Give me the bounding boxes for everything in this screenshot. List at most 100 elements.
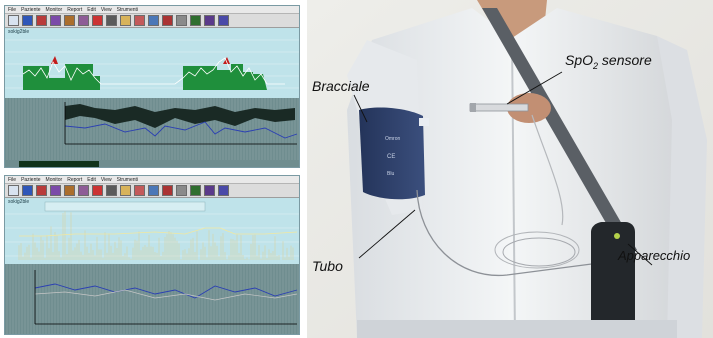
toolbar-button[interactable] [8, 15, 19, 26]
toolbar-button[interactable] [78, 15, 89, 26]
pulse-band [65, 104, 295, 128]
menu-item[interactable]: View [100, 176, 112, 183]
menu-item[interactable]: Report [67, 6, 83, 13]
toolbar-button[interactable] [176, 15, 187, 26]
label-tube: Tubo [312, 258, 343, 274]
data-header-table [44, 201, 206, 212]
spo2-trend-plot: sokig2ble [5, 198, 299, 264]
patient-illustration: Omron CE Blu [307, 0, 713, 338]
monitor-window-bottom: File Paziente Monitor Report Edit View Strumen… [4, 175, 300, 335]
toolbar-button[interactable] [162, 15, 173, 26]
label-cuff: Bracciale [312, 78, 370, 94]
leader-line-sensor [506, 71, 563, 105]
shirt-placket [511, 39, 516, 338]
plot-label: sokig2ble [8, 199, 30, 205]
sensor-cable [531, 114, 564, 226]
toolbar-button[interactable] [120, 185, 131, 196]
toolbar-button[interactable] [50, 15, 61, 26]
toolbar-button[interactable] [8, 185, 19, 196]
sensor-tip [470, 103, 476, 112]
pants [357, 320, 677, 338]
leader-line-tube [358, 209, 416, 259]
toolbar-button[interactable] [36, 15, 47, 26]
toolbar-button[interactable] [204, 15, 215, 26]
toolbar-button[interactable] [92, 185, 103, 196]
alarm-marker [51, 56, 58, 64]
toolbar-button[interactable] [218, 185, 229, 196]
spo2-trend-graph [5, 39, 299, 90]
spo2-trend-graph [5, 201, 299, 260]
toolbar-button[interactable] [134, 185, 145, 196]
toolbar-button[interactable] [148, 185, 159, 196]
menu-item[interactable]: Edit [87, 6, 96, 13]
toolbar-button[interactable] [176, 185, 187, 196]
event-block [253, 74, 267, 90]
toolbar-button[interactable] [22, 15, 33, 26]
cuff-text: Blu [387, 171, 394, 177]
device-led [614, 233, 620, 239]
pulse-trend-plot [5, 98, 299, 167]
cable-coil [494, 231, 580, 269]
menu-item[interactable]: Paziente [21, 176, 41, 183]
toolbar-button[interactable] [190, 15, 201, 26]
event-block [23, 64, 100, 90]
menu-bar: File Paziente Monitor Report Edit View Strumen… [5, 176, 299, 184]
toolbar-button[interactable] [64, 185, 75, 196]
toolbar-button[interactable] [50, 185, 61, 196]
shirt-sleeve-right [657, 36, 707, 338]
pulse-trend-graph [6, 264, 299, 334]
toolbar-button[interactable] [64, 15, 75, 26]
label-spo2-sensor: SpO2 sensore [565, 52, 652, 71]
toolbar-button[interactable] [106, 185, 117, 196]
blood-pressure-cuff [359, 107, 425, 200]
label-sensor-text: sensore [598, 52, 652, 68]
recorder-device [591, 222, 635, 320]
menu-item[interactable]: Paziente [21, 6, 41, 13]
toolbar [5, 184, 299, 198]
label-device: Apparecchio [618, 248, 691, 263]
menu-item[interactable]: Edit [87, 176, 96, 183]
toolbar [5, 14, 299, 28]
event-block [183, 64, 253, 90]
menu-item[interactable]: Monitor [45, 6, 63, 13]
pulse-trend-graph [6, 98, 299, 167]
monitor-window-top: File Paziente Monitor Report Edit View Strumen… [4, 5, 300, 168]
menu-bar: File Paziente Monitor Report Edit View Strumen… [5, 6, 299, 14]
toolbar-button[interactable] [78, 185, 89, 196]
toolbar-button[interactable] [148, 15, 159, 26]
toolbar-button[interactable] [120, 15, 131, 26]
menu-item[interactable]: Monitor [45, 176, 63, 183]
cable-coil [502, 237, 576, 267]
leader-line-device [627, 243, 653, 266]
toolbar-button[interactable] [204, 185, 215, 196]
cuff-ce-mark: CE [387, 154, 395, 160]
menu-item[interactable]: Report [67, 176, 83, 183]
pulse-trend-plot [5, 264, 299, 334]
menu-item[interactable]: Strumenti [116, 6, 139, 13]
hand [507, 93, 551, 123]
menu-item[interactable]: File [8, 6, 17, 13]
cuff-connector [419, 118, 429, 126]
cuff-tube [416, 189, 608, 277]
label-spo2-subscript: 2 [593, 60, 599, 71]
leader-line-cuff [353, 94, 368, 123]
menu-item[interactable]: Strumenti [116, 176, 139, 183]
spo2-trend-plot: sokig2ble [5, 28, 299, 98]
menu-item[interactable]: View [100, 6, 112, 13]
toolbar-button[interactable] [190, 185, 201, 196]
toolbar-button[interactable] [36, 185, 47, 196]
toolbar-button[interactable] [218, 15, 229, 26]
toolbar-button[interactable] [92, 15, 103, 26]
menu-item[interactable]: File [8, 176, 17, 183]
shoulder-strap [482, 8, 637, 256]
patient-photo: Omron CE Blu SpO2 sensore Bracciale Appa… [307, 0, 713, 338]
toolbar-button[interactable] [134, 15, 145, 26]
label-spo2-text: SpO [565, 52, 594, 68]
scroll-bar[interactable] [19, 161, 99, 167]
toolbar-button[interactable] [162, 185, 173, 196]
cuff-brand-text: Omron [385, 136, 401, 142]
plot-label: sokig2ble [8, 29, 30, 35]
spo2-sensor-clip [469, 103, 529, 112]
toolbar-button[interactable] [22, 185, 33, 196]
toolbar-button[interactable] [106, 15, 117, 26]
